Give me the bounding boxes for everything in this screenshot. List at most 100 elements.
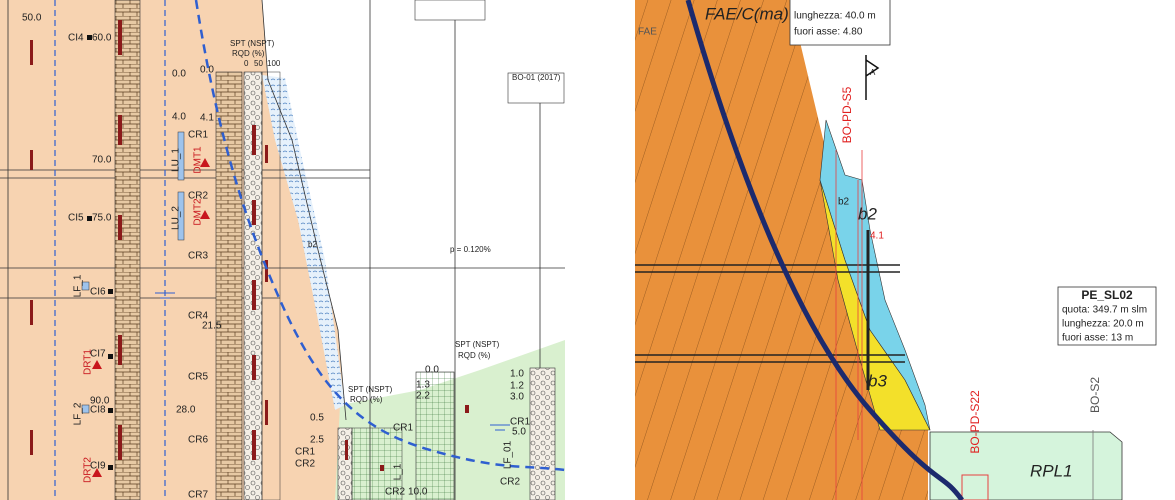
instrument-label: LF_1 — [73, 274, 84, 297]
instrument-markers — [81, 35, 510, 477]
box-title: PE_SL02 — [1081, 288, 1133, 302]
borehole-box — [961, 474, 989, 500]
elevation-label: 75.0 — [92, 213, 112, 224]
depth-label: 1.2 — [510, 381, 524, 392]
borehole-column — [114, 0, 141, 500]
core-samples — [30, 20, 469, 471]
fill-layer — [262, 75, 345, 410]
level-label: 0.0 — [172, 69, 186, 80]
elevation-label: 60.0 — [92, 33, 112, 44]
borehole-box — [789, 0, 891, 46]
slope-label: p = 0.120% — [450, 245, 491, 254]
depth-label: 1.3 — [416, 380, 430, 391]
core-label: CR1 — [393, 423, 413, 434]
instrument-label: CI7 — [90, 349, 106, 360]
instrument-label: DMT1 — [193, 146, 204, 174]
column-header: RQD (%) — [350, 395, 383, 404]
level-label: 4.0 — [172, 112, 186, 123]
left-section: 50.0 CI4 60.0 70.0 CI5 75.0 CI6 CI7 90.0… — [0, 0, 566, 500]
section-arrow — [865, 55, 880, 100]
depth-label: 3.0 — [510, 392, 524, 403]
borehole-column — [215, 71, 243, 500]
borehole-box — [1057, 286, 1157, 346]
core-label: CR1 — [188, 130, 208, 141]
instrument-label: DRT1 — [83, 349, 94, 375]
borehole-label: BO-PD-S5 — [840, 86, 854, 143]
core-label: CR7 — [188, 490, 208, 500]
column-header: SPT (NSPT) — [455, 340, 500, 349]
core-label: CR2 — [385, 487, 405, 498]
horizontal-lines — [635, 264, 905, 363]
box-text: fuori asse: 4.80 — [794, 27, 863, 38]
instrument-label: CI6 — [90, 287, 106, 298]
core-label: CR4 — [188, 311, 208, 322]
depth-label: 0.0 — [425, 365, 439, 376]
layer-label: b3 — [868, 371, 887, 390]
borehole-label: BO-S2 — [1088, 377, 1102, 413]
spt-column — [351, 427, 403, 500]
borehole-column — [529, 367, 556, 500]
column-header: SPT (NSPT) — [348, 385, 393, 394]
box-text: lunghezza: 40.0 m — [794, 11, 876, 22]
core-label: CR2 — [295, 459, 315, 470]
elevation-label: 70.0 — [92, 155, 112, 166]
section-label: A — [870, 68, 876, 77]
borehole-column — [415, 371, 455, 500]
column-header: SPT (NSPT) — [230, 39, 275, 48]
scale-label: 50 — [254, 59, 263, 68]
depth-label: 5.0 — [512, 427, 526, 438]
horizontal-lines — [0, 169, 565, 299]
core-label: CR1 — [510, 417, 530, 428]
core-label: CR5 — [188, 372, 208, 383]
unit-label: FAE/C(ma) — [705, 4, 789, 23]
level-label: 28.0 — [176, 405, 196, 416]
tunnel-alignment — [685, 0, 965, 500]
instrument-label: CI9 — [90, 461, 106, 472]
water-table — [194, 0, 566, 472]
instrument-label: LF_2 — [73, 402, 84, 425]
unit-label: RPL1 — [1030, 461, 1073, 480]
instrument-label: LU_1 — [171, 148, 182, 172]
core-label: CR2 — [188, 191, 208, 202]
depth-label: 0.5 — [310, 413, 324, 424]
layer-label: b2 — [308, 240, 317, 249]
instrument-label: CI8 — [90, 405, 106, 416]
instrument-label: L_1 — [393, 463, 404, 480]
depth-label: 2.2 — [416, 391, 430, 402]
core-label: CR1 — [295, 447, 315, 458]
instrument-label: CI4 — [68, 33, 84, 44]
elevation-label: 90.0 — [90, 396, 110, 407]
depth-label: 4.1 — [200, 113, 214, 124]
column-header: RQD (%) — [232, 49, 265, 58]
unit-label: FAE — [638, 27, 657, 38]
box-text: quota: 349.7 m slm — [1062, 305, 1147, 316]
vertical-lines — [7, 0, 541, 500]
box-text: lunghezza: 20.0 m — [1062, 319, 1144, 330]
depth-label: 2.5 — [310, 435, 324, 446]
borehole-column — [337, 427, 353, 500]
instrument-label: DRT2 — [83, 457, 94, 483]
instrument-label: DMT2 — [193, 198, 204, 226]
borehole-id: BO-01 (2017) — [512, 73, 561, 82]
right-section: FAE/C(ma) FAE lunghezza: 40.0 m fuori as… — [635, 0, 1175, 500]
depth-label: 4.1 — [870, 231, 884, 242]
column-header: RQD (%) — [458, 351, 491, 360]
box-text: fuori asse: 13 m — [1062, 333, 1133, 344]
piezometer-lines — [54, 0, 166, 500]
elevation-label: 50.0 — [22, 13, 42, 24]
core-label: CR2 — [500, 477, 520, 488]
fae-hatch — [635, 0, 928, 500]
depth-label: 10.0 — [408, 487, 428, 498]
scale-label: 100 — [267, 59, 281, 68]
layer-label: b2 — [838, 197, 850, 208]
depth-label: 1.0 — [510, 369, 524, 380]
core-label: CR6 — [188, 435, 208, 446]
rpl1-unit — [929, 431, 1123, 500]
ground-profile — [261, 0, 347, 421]
instrument-label: LU_2 — [171, 206, 182, 230]
depth-label: 21.5 — [202, 321, 222, 332]
instrument-label: LF_01 — [503, 440, 514, 469]
borehole-labelbox — [414, 0, 565, 104]
borehole-label: BO-PD-S22 — [968, 390, 982, 454]
